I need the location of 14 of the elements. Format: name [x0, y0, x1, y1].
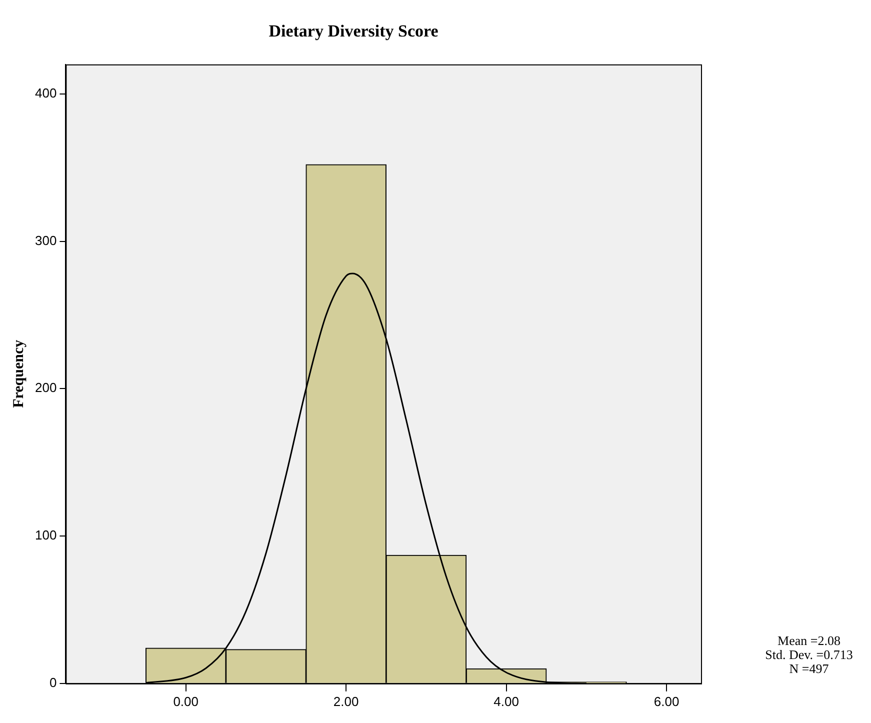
- y-tick-label: 100: [34, 528, 57, 543]
- y-tick-label: 400: [34, 85, 57, 100]
- text: Mean =2.08: [778, 632, 840, 648]
- y-tick-label: 200: [34, 380, 57, 396]
- x-tick-label: 6.00: [654, 694, 680, 709]
- x-tick-label: 2.00: [333, 694, 359, 709]
- text: Std. Dev. =0.713: [765, 646, 853, 662]
- chart-title: Dietary Diversity Score: [268, 22, 439, 41]
- text: N =497: [789, 660, 830, 676]
- y-tick-label: 0: [49, 674, 57, 690]
- x-tick-label: 0.00: [173, 694, 199, 709]
- y-axis-title: Frequency: [10, 339, 27, 408]
- y-tick-label: 300: [34, 232, 57, 248]
- x-tick-label: 4.00: [494, 694, 519, 709]
